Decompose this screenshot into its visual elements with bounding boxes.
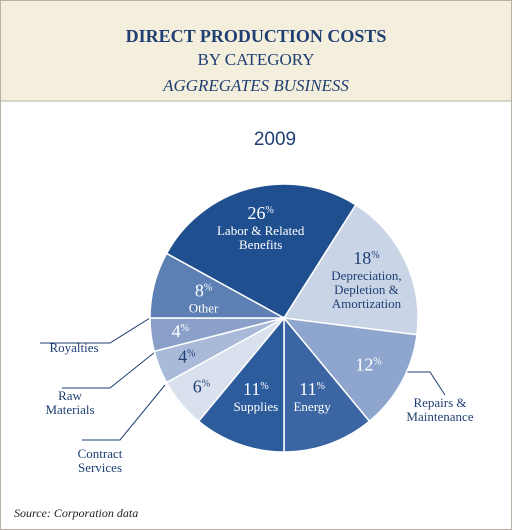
category-label: Supplies [233, 399, 278, 414]
value-label: 11% [243, 379, 269, 399]
category-label: Contract Services [78, 446, 123, 475]
chart-title: 2009 [254, 129, 296, 150]
category-label: Repairs & Maintenance [406, 395, 473, 424]
leader-line [40, 317, 151, 344]
value-label: 6% [193, 376, 210, 396]
category-label: Depreciation, Depletion & Amortization [331, 268, 401, 311]
value-label: 12% [355, 354, 381, 374]
source: Source: Corporation data [14, 506, 138, 520]
value-label: 4% [178, 346, 195, 366]
value-label: 11% [299, 379, 325, 399]
pie-slice [197, 315, 285, 453]
pie-slice [165, 183, 357, 319]
category-label: Other [189, 300, 219, 315]
pie-slice [149, 252, 285, 319]
value-label: 8% [195, 280, 212, 300]
leader-line [82, 384, 166, 441]
pie-slice [282, 203, 419, 336]
leader-line [62, 351, 156, 389]
category-label: Energy [293, 399, 331, 414]
value-label: 4% [172, 321, 189, 341]
category-label: Royalties [49, 340, 98, 355]
leader-line [400, 371, 446, 396]
leaders [40, 317, 446, 441]
business: AGGREGATES BUSINESS [162, 76, 349, 95]
pie-slice [282, 317, 418, 423]
title: DIRECT PRODUCTION COSTS [126, 26, 387, 46]
category-label: Labor & Related Benefits [217, 223, 305, 252]
subtitle: BY CATEGORY [198, 50, 315, 69]
pie-slice [283, 315, 371, 453]
value-label: 26% [248, 203, 274, 223]
header-band [1, 1, 511, 101]
value-label: 18% [353, 248, 379, 268]
category-label: Raw Materials [45, 388, 94, 417]
